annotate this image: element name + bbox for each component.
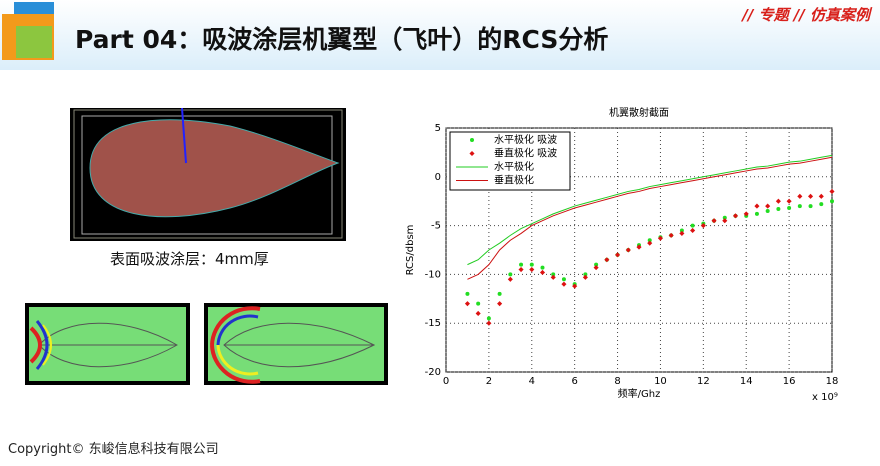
data-point [519,262,524,267]
data-point [550,274,556,280]
x-tick-label: 6 [571,376,577,387]
data-point [819,202,824,207]
x-tick-label: 4 [529,376,535,387]
data-point [754,211,759,216]
x-tick-label: 10 [654,376,667,387]
legend-label: 垂直极化 [494,174,534,187]
x-multiplier: x 10⁹ [812,392,838,403]
chart-title: 机翼散射截面 [609,106,669,119]
legend-label: 水平极化 [494,160,534,173]
x-tick-label: 14 [740,376,753,387]
data-point [583,272,588,277]
data-point [561,277,566,282]
footer: Copyright© 东峻信息科技有限公司 [8,442,219,457]
data-point [475,310,481,316]
y-tick-label: -10 [425,269,441,280]
data-point [497,301,503,307]
data-point [797,204,802,209]
data-point [776,207,781,212]
x-tick-label: 0 [443,376,449,387]
data-line [467,154,833,266]
caption: 表面吸波涂层：4mm厚 [110,250,269,268]
data-point [529,262,534,267]
data-point [657,235,663,241]
data-point [787,206,792,211]
data-point [808,204,813,209]
data-point [830,199,834,204]
header-band [0,0,880,70]
x-tick-label: 18 [826,376,839,387]
data-point [518,266,524,273]
y-tick-label: -5 [431,221,441,232]
tag: // 专题 // 仿真案例 [742,6,870,24]
data-point [486,316,491,321]
legend-label: 垂直极化 吸波 [494,147,557,160]
wing-image [70,108,346,241]
sim-image [25,303,190,385]
data-line [467,156,833,280]
title: Part 04：吸波涂层机翼型（飞叶）的RCS分析 [75,25,609,54]
y-tick-label: 5 [435,123,441,134]
data-point [464,301,470,307]
x-axis-label: 频率/Ghz [618,387,661,400]
y-tick-label: -15 [425,318,441,329]
data-point [765,203,771,209]
data-point [593,265,599,271]
data-point [679,230,685,236]
data-point [722,215,727,220]
data-point [497,291,502,296]
data-point [507,276,513,282]
data-point [765,208,770,213]
data-point [529,266,535,273]
logo [2,2,54,60]
x-tick-label: 16 [783,376,796,387]
data-point [486,320,492,326]
x-tick-label: 12 [697,376,710,387]
data-point [540,265,545,270]
x-tick-label: 2 [486,376,492,387]
data-point [775,198,781,204]
data-point [539,269,546,275]
legend-swatch [470,138,474,142]
x-tick-label: 8 [614,376,620,387]
data-point [508,272,513,277]
y-tick-label: -20 [425,367,441,378]
data-point [551,272,556,277]
legend-label: 水平极化 吸波 [494,133,557,146]
y-axis-label: RCS/dbsm [405,225,416,276]
data-point [465,291,470,296]
y-tick-label: 0 [435,172,441,183]
data-point [647,238,652,243]
data-point [476,301,481,306]
data-point [690,223,695,228]
data-point [594,262,599,267]
data-point [679,228,684,233]
sim-image [204,303,388,385]
legend-swatch [469,150,475,157]
data-point [668,232,674,238]
